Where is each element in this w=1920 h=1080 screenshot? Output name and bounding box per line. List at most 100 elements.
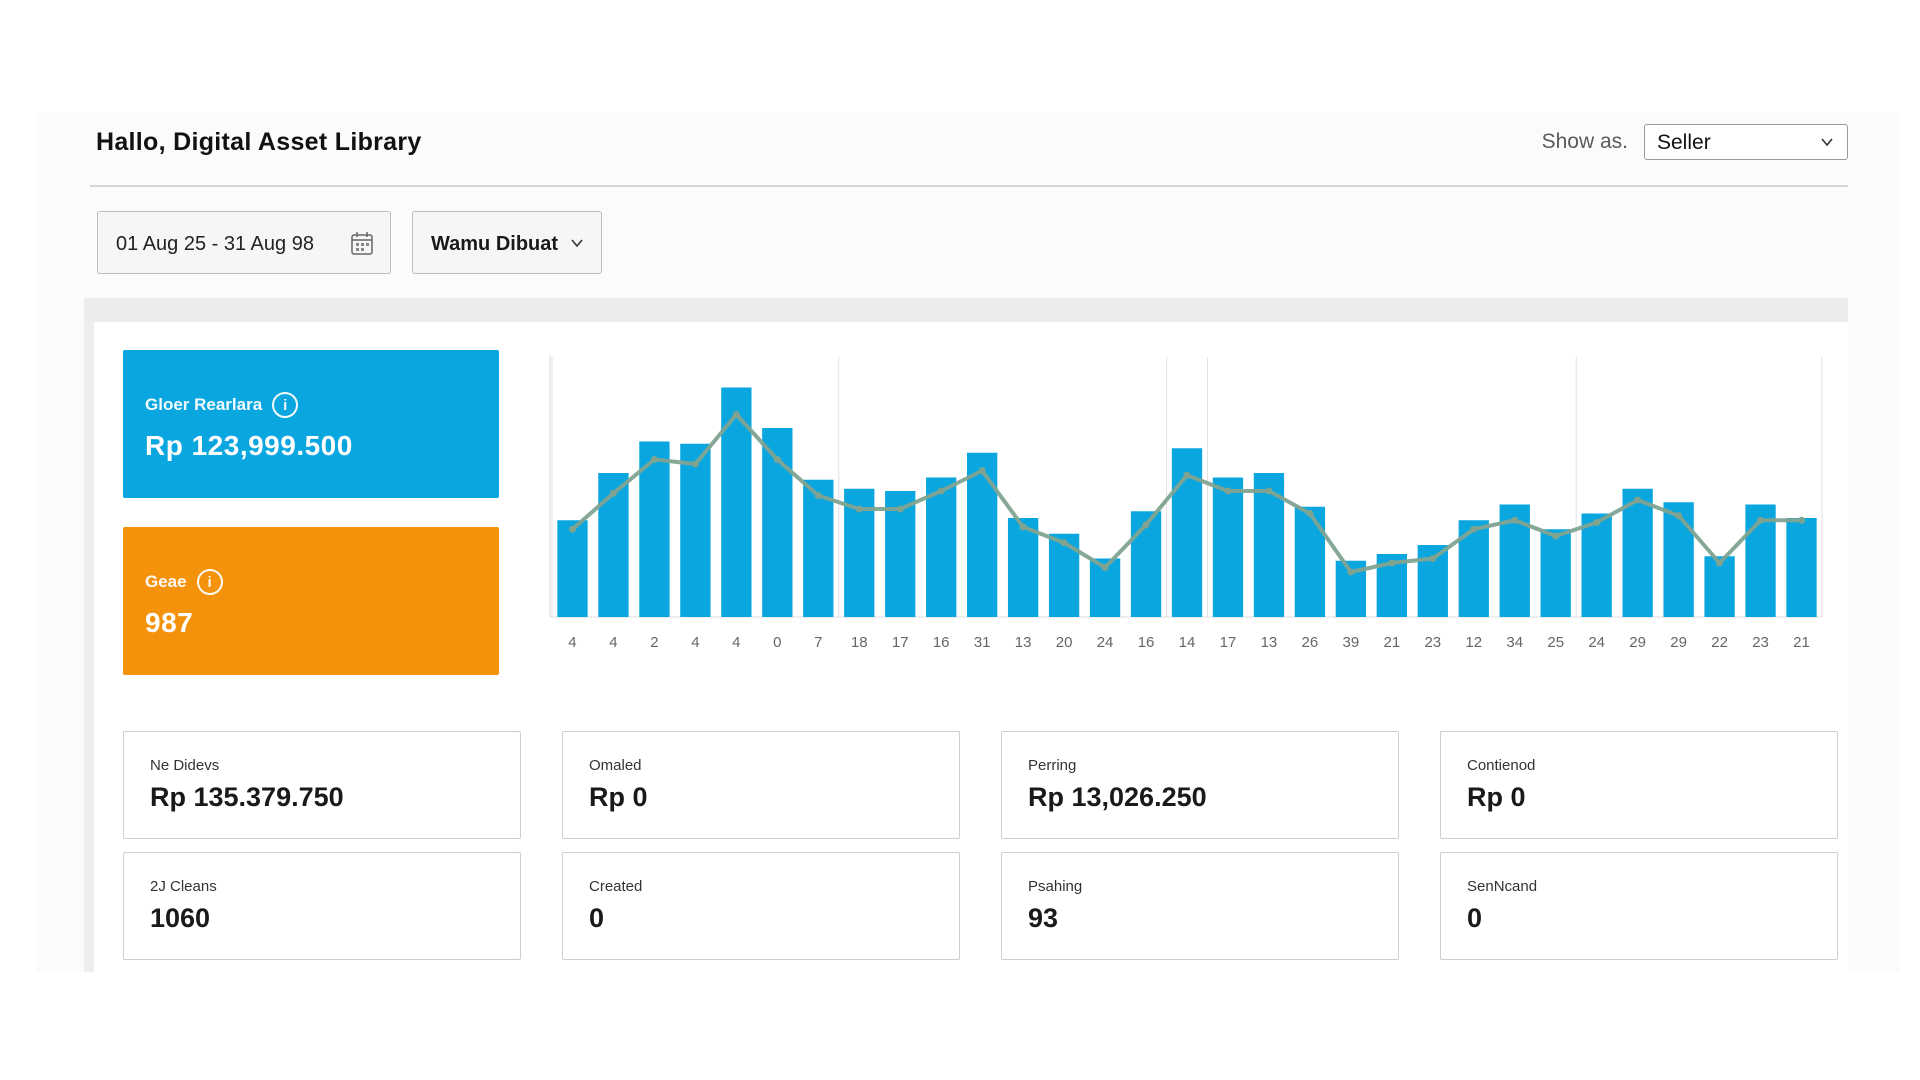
chart-x-tick-label: 16 — [933, 634, 950, 651]
chart-x-tick-label: 13 — [1261, 634, 1278, 651]
stat-value: 1060 — [150, 903, 211, 933]
stat-card: Perring Rp 13,026.250 — [1001, 731, 1399, 839]
chart-bar — [680, 443, 711, 617]
chart-bar — [557, 520, 588, 617]
chart-line-point — [1716, 559, 1724, 567]
chart-line-point — [773, 456, 781, 463]
stat-label: Contienod — [1467, 757, 1536, 774]
show-as-label: Show as. — [1541, 130, 1628, 153]
chart-line-point — [609, 489, 617, 497]
chart-line-point — [1634, 496, 1642, 504]
header-divider — [90, 185, 1848, 187]
chart-x-tick-label: 21 — [1793, 634, 1810, 651]
stat-label: 2J Cleans — [150, 878, 217, 895]
chart-x-tick-label: 14 — [1179, 634, 1196, 651]
chart-line-point — [1429, 555, 1437, 562]
chart-line-point — [978, 467, 986, 475]
date-range-value: 01 Aug 25 - 31 Aug 98 — [116, 233, 314, 255]
chart-bar — [1007, 518, 1039, 617]
stat-label: Created — [589, 878, 643, 895]
panel-top-strip — [84, 298, 1848, 322]
chart-bar — [1294, 506, 1326, 617]
chart-line-point — [1388, 559, 1396, 567]
chart-line-point — [1060, 539, 1068, 547]
show-as-value: Seller — [1657, 131, 1711, 154]
show-as-select[interactable]: Seller — [1644, 124, 1848, 160]
stat-label: SenNcand — [1467, 878, 1538, 895]
chart-x-tick-label: 4 — [691, 634, 699, 651]
page-title: Hallo, Digital Asset Library — [96, 128, 422, 156]
kpi-count-label: Geae — [145, 572, 187, 591]
chart-x-tick-label: 4 — [609, 634, 617, 651]
chart-x-tick-label: 4 — [568, 634, 576, 651]
stat-label: Ne Didevs — [150, 757, 220, 774]
stat-label: Perring — [1028, 757, 1077, 774]
chart-bar — [721, 387, 752, 617]
chart-x-tick-label: 39 — [1343, 634, 1360, 651]
kpi-card-revenue[interactable]: Gloer Rearlara i Rp 123,999.500 — [123, 350, 499, 498]
chart-x-tick-label: 17 — [1220, 634, 1237, 651]
stat-card: Created 0 — [562, 852, 960, 960]
chart-line-point — [1552, 532, 1560, 540]
chart-line-point — [1798, 516, 1806, 524]
stat-value: Rp 0 — [589, 782, 648, 812]
chart-line-point — [1757, 516, 1765, 524]
kpi-revenue-label-row: Gloer Rearlara i — [145, 392, 499, 418]
chart-line-point — [1183, 471, 1191, 479]
chart-line-point — [1511, 516, 1519, 524]
stat-value: 0 — [589, 903, 605, 933]
chart-line-point — [1306, 510, 1314, 517]
chart-bar — [1130, 511, 1162, 617]
kpi-card-count[interactable]: Geae i 987 — [123, 527, 499, 675]
chart-x-tick-label: 16 — [1138, 634, 1155, 651]
sort-value: Wamu Dibuat — [431, 233, 559, 255]
chart-bar — [1622, 488, 1653, 617]
chart-x-tick-label: 26 — [1302, 634, 1319, 651]
stat-label: Omaled — [589, 757, 642, 774]
stat-card: Contienod Rp 0 — [1440, 731, 1838, 839]
chart-x-tick-label: 2 — [650, 634, 658, 651]
chart-line-point — [1101, 564, 1109, 571]
chart-line-point — [691, 460, 699, 468]
chart-bar — [1663, 502, 1694, 617]
chart-x-tick-label: 23 — [1752, 634, 1769, 651]
info-icon[interactable]: i — [272, 392, 299, 418]
chart-x-tick-label: 20 — [1056, 634, 1073, 651]
kpi-revenue-label: Gloer Rearlara — [145, 395, 263, 414]
chart-line-point — [1224, 487, 1232, 495]
chart-x-tick-label: 4 — [732, 634, 740, 651]
chevron-down-icon — [1821, 138, 1833, 147]
chart-line-point — [568, 525, 576, 533]
calendar-icon — [351, 232, 373, 255]
stat-card: SenNcand 0 — [1440, 852, 1838, 960]
chart-line-point — [650, 456, 658, 463]
kpi-count-value: 987 — [145, 607, 194, 638]
chart-bar — [639, 441, 670, 617]
date-range-picker[interactable]: 01 Aug 25 - 31 Aug 98 — [97, 211, 391, 274]
chart-x-tick-label: 23 — [1424, 634, 1441, 651]
kpi-count-label-row: Geae i — [145, 569, 499, 595]
chart-bar — [1540, 529, 1571, 617]
chart-line-point — [1593, 519, 1601, 526]
chart-line-point — [855, 505, 863, 513]
info-icon[interactable]: i — [196, 569, 223, 595]
stat-label: Psahing — [1028, 878, 1083, 895]
chart-line-point — [1347, 568, 1355, 576]
chart-x-tick-label: 31 — [974, 634, 991, 651]
chart-bar — [926, 477, 957, 617]
chart-x-tick-label: 29 — [1670, 634, 1687, 651]
page-header: Hallo, Digital Asset Library Show as. Se… — [96, 124, 1848, 186]
chevron-down-icon — [571, 239, 583, 248]
chart-x-tick-label: 24 — [1588, 634, 1605, 651]
stat-card: Psahing 93 — [1001, 852, 1399, 960]
chart-x-tick-label: 34 — [1506, 634, 1523, 651]
sort-dropdown[interactable]: Wamu Dibuat — [412, 211, 602, 274]
chart-bar — [967, 452, 998, 617]
chart-x-tick-label: 7 — [814, 634, 822, 651]
chart-x-tick-label: 22 — [1711, 634, 1728, 651]
stat-card: 2J Cleans 1060 — [123, 852, 521, 960]
chart-x-tick-label: 24 — [1097, 634, 1114, 651]
chart-line-point — [896, 505, 904, 513]
stat-card: Omaled Rp 0 — [562, 731, 960, 839]
chart-x-tick-label: 29 — [1629, 634, 1646, 651]
